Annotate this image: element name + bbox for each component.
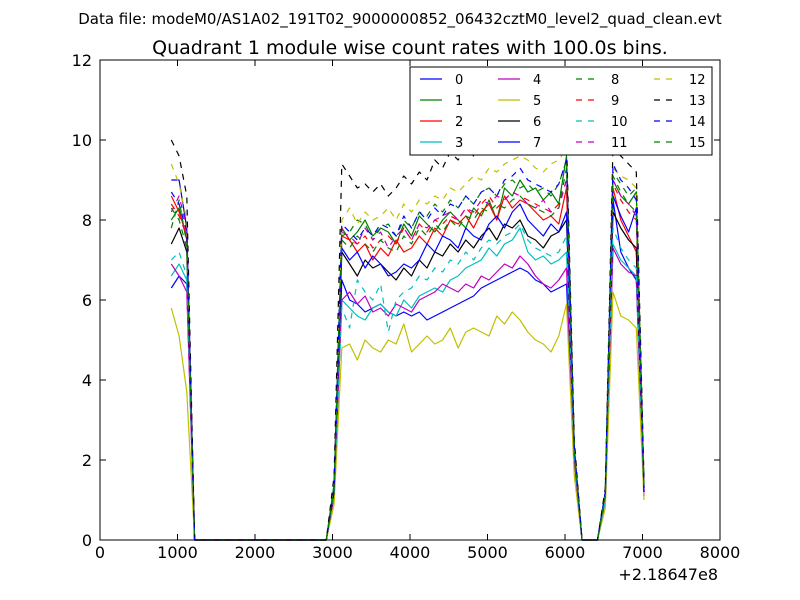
legend-box — [409, 66, 713, 156]
axis-ticks: 0 1000 2000 3000 4000 5000 6000 7000 80000246810… — [72, 51, 741, 562]
x-tick-label: 5000 — [467, 543, 508, 562]
x-tick-label: 3000 — [312, 543, 353, 562]
x-tick-label: 4000 — [390, 543, 431, 562]
legend-label-1: 1 — [455, 94, 463, 109]
y-tick-label: 4 — [82, 371, 92, 390]
y-tick-label: 2 — [82, 451, 92, 470]
chart-title: Quadrant 1 module wise count rates with … — [152, 37, 668, 59]
legend-label-6: 6 — [533, 115, 541, 130]
legend-label-12: 12 — [689, 73, 706, 88]
y-tick-label: 8 — [82, 211, 92, 230]
x-offset-label: +2.18647e8 — [618, 565, 718, 584]
figure-suptitle: Data file: modeM0/AS1A02_191T02_90000008… — [78, 10, 722, 29]
legend-label-4: 4 — [533, 73, 541, 88]
legend-label-9: 9 — [611, 94, 619, 109]
series-line-10 — [170, 223, 645, 541]
y-tick-label: 0 — [82, 531, 92, 550]
x-tick-label: 2000 — [235, 543, 276, 562]
y-tick-label: 10 — [72, 131, 92, 150]
series-line-14 — [170, 159, 645, 541]
y-tick-label: 6 — [82, 291, 92, 310]
legend-label-13: 13 — [689, 94, 706, 109]
x-tick-label: 8000 — [700, 543, 741, 562]
legend-label-2: 2 — [455, 115, 463, 130]
legend-label-7: 7 — [533, 136, 541, 151]
legend-label-5: 5 — [533, 94, 541, 109]
x-tick-label: 6000 — [545, 543, 586, 562]
x-tick-label: 0 — [95, 543, 105, 562]
x-tick-label: 1000 — [157, 543, 198, 562]
legend-label-10: 10 — [611, 115, 628, 130]
y-tick-label: 12 — [72, 51, 92, 70]
legend-label-0: 0 — [455, 73, 463, 88]
legend-label-11: 11 — [611, 136, 628, 151]
legend-label-3: 3 — [455, 136, 463, 151]
series-line-11 — [170, 179, 645, 541]
legend-label-15: 15 — [689, 136, 706, 151]
x-tick-label: 7000 — [622, 543, 663, 562]
legend-label-8: 8 — [611, 73, 619, 88]
legend-label-14: 14 — [689, 115, 706, 130]
